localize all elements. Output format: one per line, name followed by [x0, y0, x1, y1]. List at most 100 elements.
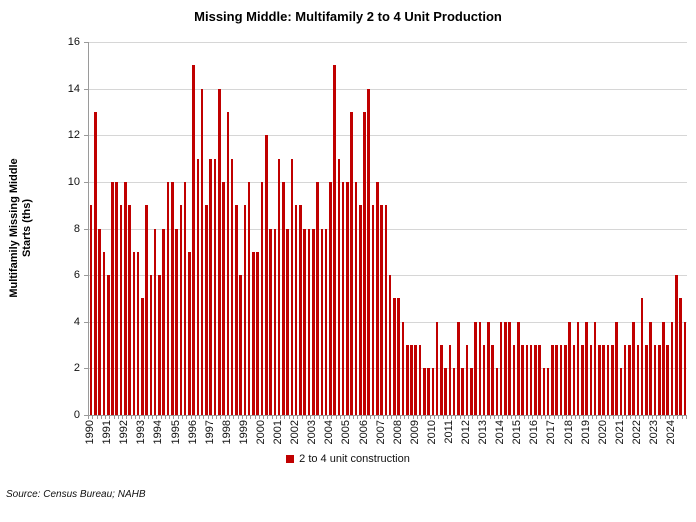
x-axis-tick-mark [297, 416, 299, 419]
x-axis-tick-mark [271, 416, 273, 419]
x-axis-tick-mark [425, 416, 427, 419]
x-axis-tick-mark [357, 416, 359, 419]
bar-quarter-2013Q4 [495, 368, 499, 415]
bar-quarter-2015Q1 [516, 321, 520, 415]
bar-quarter-1997Q2 [213, 158, 217, 415]
x-axis-year-label-2018: 2018 [562, 420, 575, 445]
bar-quarter-1993Q4 [153, 228, 157, 415]
bar-quarter-2009Q4 [427, 368, 430, 415]
y-axis-tick-label: 0 [73, 409, 80, 421]
bar-quarter-2012Q1 [465, 345, 469, 415]
x-axis-tick-mark [190, 416, 192, 419]
bar-quarter-2019Q3 [593, 321, 597, 415]
x-axis-tick-mark [621, 416, 623, 419]
bar-quarter-2023Q2 [657, 345, 661, 415]
bar-quarter-2013Q1 [482, 345, 486, 415]
bar-quarter-2011Q1 [448, 345, 452, 415]
bar-quarter-2009Q3 [423, 368, 426, 415]
bar-quarter-2004Q2 [333, 65, 336, 415]
bar-quarter-2008Q2 [401, 321, 405, 415]
bar-quarter-2003Q3 [320, 228, 324, 415]
bar-quarter-2001Q2 [282, 181, 285, 415]
bar-quarter-2014Q4 [512, 345, 516, 415]
bar-quarter-1992Q4 [136, 251, 140, 415]
y-axis-tick-mark [84, 181, 88, 183]
bar-quarter-2004Q4 [341, 181, 345, 415]
gridline [89, 135, 687, 137]
bar-quarter-2021Q3 [628, 345, 631, 415]
x-axis-tick-mark [480, 416, 482, 419]
x-axis-tick-mark [416, 416, 418, 419]
bar-quarter-1990Q2 [94, 111, 97, 415]
bar-quarter-2023Q4 [666, 345, 670, 415]
x-axis-year-label-2019: 2019 [579, 420, 592, 445]
x-axis-tick-mark [587, 416, 589, 419]
bar-quarter-2005Q2 [350, 111, 353, 415]
x-axis-tick-mark [305, 416, 307, 419]
bar-quarter-2004Q3 [337, 158, 341, 415]
bar-quarter-2007Q1 [380, 205, 383, 415]
x-axis-tick-mark [404, 416, 406, 419]
gridline [89, 275, 687, 277]
bar-quarter-2010Q1 [431, 368, 435, 415]
bar-quarter-2000Q2 [264, 135, 268, 415]
bar-quarter-2017Q2 [555, 345, 558, 415]
x-axis-tick-mark [378, 416, 380, 419]
x-axis-tick-mark [267, 416, 269, 419]
x-axis-year-label-1998: 1998 [220, 420, 233, 445]
bar-quarter-1993Q2 [145, 205, 148, 415]
x-axis-tick-mark [617, 416, 619, 419]
y-axis-tick-mark [84, 135, 88, 137]
x-axis-tick-mark [288, 416, 290, 419]
x-axis-tick-mark [596, 416, 598, 419]
x-axis-tick-mark [626, 416, 628, 419]
bar-quarter-2012Q2 [470, 368, 473, 415]
x-axis-tick-mark [344, 416, 346, 419]
y-axis-tick-label: 12 [67, 129, 80, 142]
x-axis-tick-mark [335, 416, 337, 419]
x-axis-tick-mark [651, 416, 653, 419]
x-axis-tick-mark [233, 416, 235, 419]
bar-quarter-1992Q1 [124, 181, 127, 415]
x-axis-year-label-1990: 1990 [84, 420, 97, 445]
x-axis-tick-mark [506, 416, 508, 419]
bar-quarter-2013Q3 [491, 345, 494, 415]
bar-quarter-2021Q4 [632, 321, 635, 415]
x-axis-tick-mark [139, 416, 141, 419]
bar-quarter-2018Q3 [576, 321, 580, 415]
x-axis-year-label-2020: 2020 [596, 420, 609, 445]
bar-quarter-2005Q4 [358, 205, 362, 415]
x-axis-tick-mark [105, 416, 107, 419]
x-axis-tick-mark [352, 416, 354, 419]
bar-quarter-2023Q3 [662, 321, 665, 415]
bar-quarter-2020Q4 [615, 321, 618, 415]
bar-quarter-2007Q4 [393, 298, 396, 415]
bar-quarter-2011Q2 [452, 368, 456, 415]
x-axis-year-label-2008: 2008 [391, 420, 404, 445]
x-axis-tick-mark [681, 416, 683, 419]
x-axis-tick-mark [254, 416, 256, 419]
y-axis-tick-label: 8 [73, 222, 80, 235]
x-axis-tick-mark [519, 416, 521, 419]
x-axis-tick-mark [408, 416, 410, 419]
x-axis-tick-mark [280, 416, 282, 419]
bar-quarter-2011Q4 [461, 368, 465, 415]
x-axis-tick-mark [463, 416, 465, 419]
bar-quarter-2017Q3 [559, 345, 563, 415]
x-axis-year-label-1997: 1997 [203, 420, 216, 445]
bar-quarter-2011Q3 [457, 321, 460, 415]
bar-quarter-2002Q2 [299, 205, 302, 415]
bar-quarter-1992Q2 [128, 205, 131, 415]
bar-quarter-1991Q4 [119, 205, 123, 415]
bar-quarter-2012Q4 [478, 321, 482, 415]
x-axis-year-label-2021: 2021 [613, 420, 626, 445]
x-axis-year-label-2010: 2010 [425, 420, 438, 445]
x-axis-year-label-2012: 2012 [460, 420, 473, 445]
bar-quarter-2020Q2 [606, 345, 610, 415]
bar-quarter-2024Q1 [670, 321, 674, 415]
bar-quarter-2021Q2 [623, 345, 627, 415]
bar-quarter-2008Q4 [410, 345, 413, 415]
x-axis-tick-mark [100, 416, 102, 419]
bar-quarter-2020Q1 [602, 345, 605, 415]
bar-quarter-1998Q4 [239, 275, 242, 415]
